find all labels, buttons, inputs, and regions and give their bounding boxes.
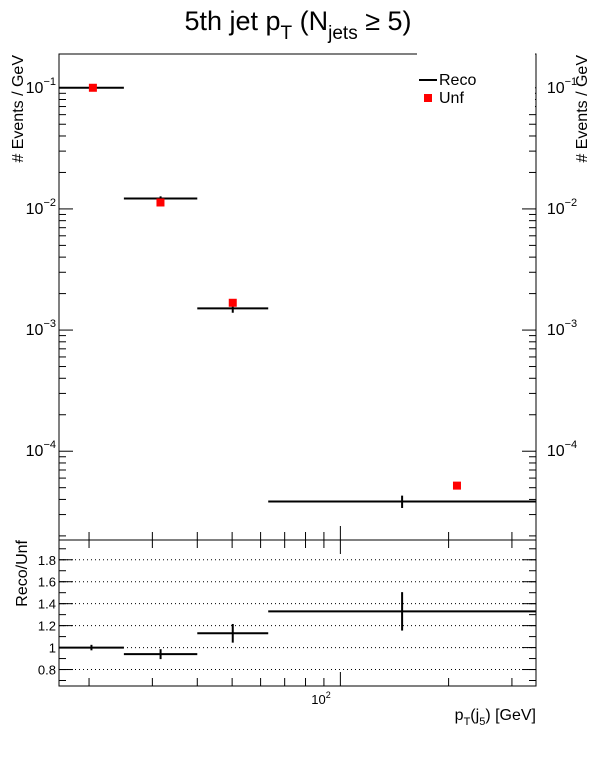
main-right-y-tick-label: 10−3: [547, 318, 577, 339]
main-right-y-tick-label: 10−1: [547, 76, 577, 97]
main-right-y-tick-label: 10−2: [547, 197, 577, 218]
unf-point: [228, 298, 237, 307]
ratio-y-tick-label: 1.2: [38, 619, 56, 634]
ratio-panel: 0.8 1 1.2 1.4 1.6 1.8 Reco/Unf 102 pT(j5) [Ge…: [14, 539, 537, 728]
unf-point: [88, 83, 97, 92]
ratio-y-tick-label: 0.8: [38, 663, 56, 678]
main-y-tick-label: 10−3: [26, 318, 56, 339]
unf-series: [88, 83, 461, 490]
chart-title: 5th jet pT (Njets ≥ 5): [184, 6, 411, 44]
y-axis-label-left: # Events / GeV: [10, 55, 27, 163]
main-y-tick-labels: 10−1 10−2 10−3 10−4: [26, 76, 56, 460]
main-y-tick-label: 10−4: [26, 439, 56, 460]
reco-series: [59, 86, 536, 508]
main-right-y-tick-labels: 10−1 10−2 10−3 10−4: [547, 76, 577, 460]
title-subscript-jets: jets: [327, 23, 358, 44]
ratio-y-tick-label: 1.4: [38, 597, 56, 612]
ratio-series: [59, 592, 536, 660]
unf-point: [452, 481, 461, 490]
legend-reco-label: Reco: [439, 72, 476, 89]
main-y-tick-label: 10−2: [26, 197, 56, 218]
title-rest: ≥ 5): [358, 6, 412, 36]
legend-unf-swatch: [424, 94, 432, 102]
unf-point: [156, 198, 165, 207]
ratio-y-tick-labels: 0.8 1 1.2 1.4 1.6 1.8: [38, 553, 56, 678]
ratio-y-tick-label: 1: [49, 641, 56, 656]
title-paren: (N: [292, 6, 328, 36]
title-subscript-t: T: [281, 23, 293, 44]
x-axis-label: pT(j5) [GeV]: [455, 707, 536, 728]
main-right-y-tick-label: 10−4: [547, 439, 577, 460]
ratio-plot-frame: [58, 539, 537, 687]
legend: Reco Unf: [417, 50, 535, 108]
x-tick-label-100: 102: [311, 690, 330, 707]
ratio-y-tick-label: 1.8: [38, 553, 56, 568]
ratio-y-axis-label: Reco/Unf: [14, 539, 31, 606]
main-y-tick-label: 10−1: [26, 76, 56, 97]
ratio-y-tick-label: 1.6: [38, 575, 56, 590]
y-axis-label-right: # Events / GeV: [574, 55, 591, 163]
legend-unf-label: Unf: [439, 90, 464, 107]
